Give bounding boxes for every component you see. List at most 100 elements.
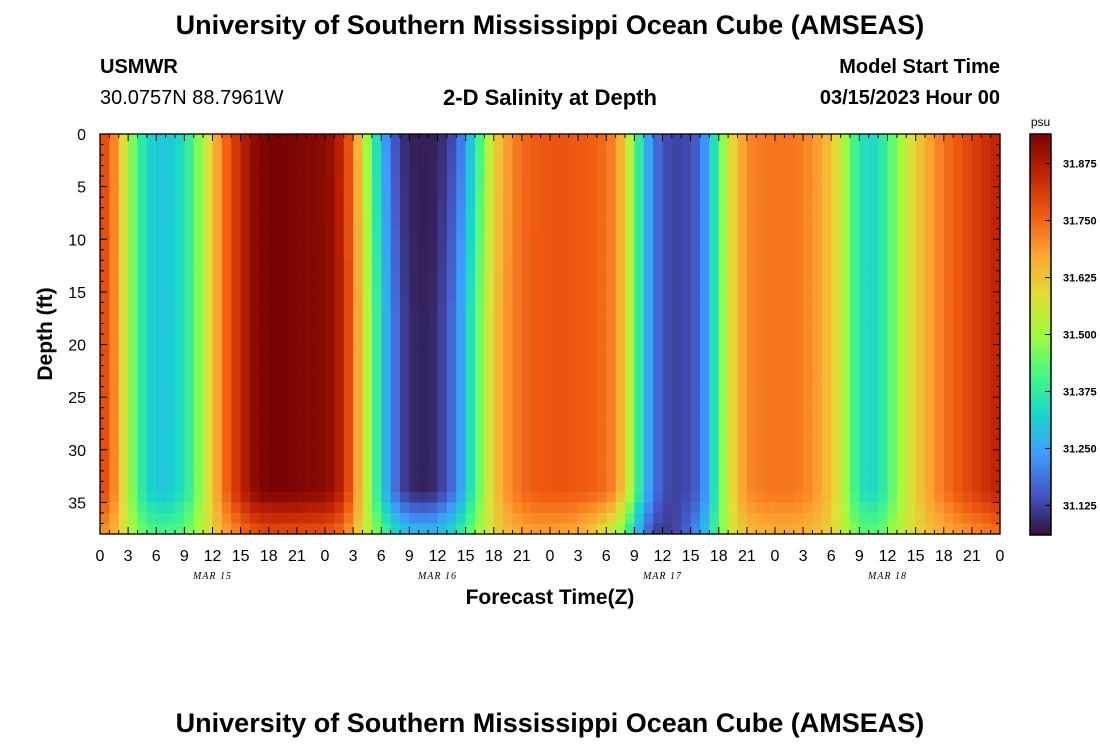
heatmap-cell — [446, 165, 457, 177]
heatmap-cell — [596, 239, 607, 251]
heatmap-cell — [109, 502, 120, 514]
heatmap-cell — [278, 155, 289, 167]
heatmap-cell — [362, 418, 373, 430]
heatmap-cell — [709, 239, 720, 251]
heatmap-cell — [362, 312, 373, 325]
heatmap-cell — [653, 249, 664, 261]
heatmap-cell — [775, 407, 785, 419]
heatmap-cell — [775, 439, 785, 451]
heatmap-cell — [559, 312, 570, 325]
heatmap-cell — [278, 134, 289, 146]
heatmap-cell — [896, 228, 907, 240]
heatmap-cell — [981, 407, 992, 419]
heatmap-cell — [184, 386, 195, 398]
heatmap-cell — [887, 418, 898, 430]
heatmap-cell — [793, 144, 804, 156]
heatmap-cell — [428, 291, 439, 304]
heatmap-cell — [868, 407, 879, 419]
heatmap-cell — [587, 239, 598, 251]
heatmap-cell — [615, 144, 626, 156]
heatmap-cell — [700, 512, 710, 525]
heatmap-cell — [306, 397, 317, 409]
heatmap-cell — [690, 470, 701, 482]
heatmap-cell — [193, 270, 204, 282]
heatmap-cell — [334, 460, 345, 472]
heatmap-cell — [409, 176, 420, 188]
heatmap-cell — [878, 502, 889, 514]
heatmap-cell — [878, 270, 889, 282]
heatmap-cell — [334, 481, 345, 493]
heatmap-cell — [728, 491, 739, 504]
heatmap-cell — [793, 449, 804, 461]
heatmap-cell — [259, 207, 270, 219]
heatmap-cell — [484, 512, 495, 525]
heatmap-cell — [906, 344, 917, 356]
heatmap-cell — [943, 323, 954, 335]
heatmap-cell — [925, 312, 935, 325]
heatmap-cell — [925, 186, 935, 198]
heatmap-cell — [887, 186, 898, 198]
heatmap-cell — [259, 418, 270, 430]
heatmap-cell — [231, 491, 242, 504]
heatmap-cell — [128, 291, 139, 304]
heatmap-cell — [662, 355, 673, 367]
heatmap-cell — [250, 386, 260, 398]
heatmap-cell — [606, 176, 617, 188]
heatmap-cell — [175, 481, 185, 493]
heatmap-cell — [634, 449, 645, 461]
heatmap-cell — [296, 155, 307, 167]
heatmap-cell — [643, 239, 654, 251]
heatmap-cell — [934, 197, 945, 209]
y-tick-label: 10 — [68, 232, 86, 249]
heatmap-cell — [662, 312, 673, 325]
heatmap-cell — [625, 428, 635, 440]
heatmap-cell — [287, 334, 298, 346]
heatmap-cell — [456, 355, 467, 367]
heatmap-cell — [550, 502, 560, 514]
heatmap-cell — [221, 460, 232, 472]
heatmap-cell — [625, 323, 635, 335]
heatmap-cell — [718, 176, 729, 188]
heatmap-cell — [109, 523, 120, 535]
heatmap-cell — [681, 270, 692, 282]
heatmap-cell — [343, 197, 354, 209]
heatmap-cell — [559, 397, 570, 409]
heatmap-cell — [540, 270, 551, 282]
heatmap-cell — [625, 312, 635, 325]
heatmap-cell — [700, 418, 710, 430]
heatmap-cell — [334, 512, 345, 525]
heatmap-cell — [118, 376, 129, 388]
heatmap-cell — [334, 470, 345, 482]
heatmap-cell — [503, 334, 514, 346]
heatmap-cell — [437, 386, 448, 398]
heatmap-cell — [934, 291, 945, 304]
heatmap-cell — [118, 186, 129, 198]
heatmap-cell — [718, 355, 729, 367]
heatmap-cell — [400, 418, 410, 430]
heatmap-cell — [615, 281, 626, 293]
heatmap-cell — [765, 418, 776, 430]
heatmap-cell — [193, 186, 204, 198]
heatmap-cell — [887, 134, 898, 146]
heatmap-cell — [700, 134, 710, 146]
heatmap-cell — [718, 523, 729, 535]
heatmap-cell — [868, 134, 879, 146]
heatmap-cell — [831, 376, 842, 388]
heatmap-cell — [100, 155, 110, 167]
heatmap-cell — [981, 260, 992, 272]
heatmap-cell — [756, 428, 767, 440]
heatmap-cell — [240, 481, 251, 493]
heatmap-cell — [821, 460, 832, 472]
heatmap-cell — [690, 197, 701, 209]
heatmap-cell — [887, 260, 898, 272]
heatmap-cell — [521, 481, 532, 493]
heatmap-cell — [315, 260, 326, 272]
heatmap-cell — [446, 449, 457, 461]
heatmap-cell — [868, 281, 879, 293]
heatmap-cell — [540, 428, 551, 440]
heatmap-cell — [700, 334, 710, 346]
colorbar-tick-label: 31.125 — [1063, 500, 1097, 512]
heatmap-cell — [503, 407, 514, 419]
heatmap-cell — [503, 239, 514, 251]
heatmap-cell — [812, 165, 823, 177]
